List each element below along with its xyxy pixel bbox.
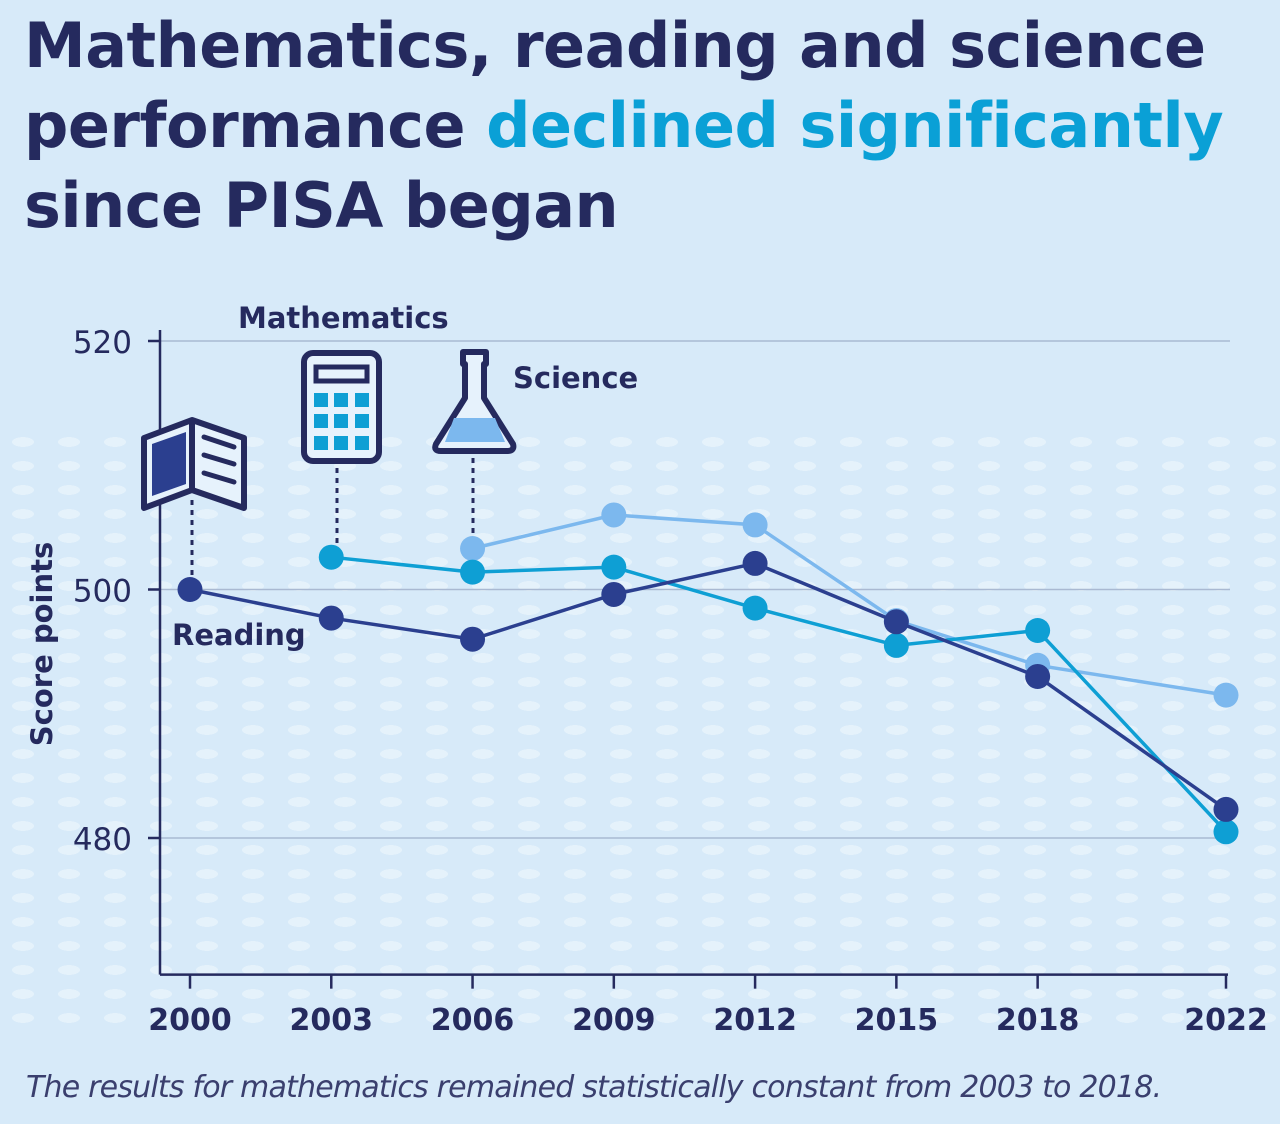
data-point-mathematics bbox=[318, 544, 344, 570]
data-point-science bbox=[1213, 682, 1239, 708]
footnote: The results for mathematics remained sta… bbox=[26, 1070, 1162, 1105]
series-label-mathematics: Mathematics bbox=[238, 301, 449, 335]
data-point-mathematics bbox=[1025, 618, 1051, 644]
data-point-reading bbox=[1213, 796, 1239, 822]
data-point-reading bbox=[1025, 663, 1051, 689]
data-point-reading bbox=[742, 550, 768, 576]
y-tick-label: 500 bbox=[73, 574, 132, 610]
calculator-icon bbox=[301, 350, 382, 464]
data-point-reading bbox=[883, 609, 909, 635]
open-book-icon bbox=[141, 417, 247, 511]
data-point-mathematics bbox=[601, 554, 627, 580]
data-point-reading bbox=[318, 605, 344, 631]
series-line-science bbox=[472, 513, 1227, 697]
data-point-science bbox=[601, 502, 627, 528]
icon-leader-lines bbox=[190, 458, 475, 578]
data-point-reading bbox=[177, 577, 203, 602]
x-tick-label: 2015 bbox=[855, 1003, 939, 1038]
data-point-reading bbox=[460, 626, 486, 652]
data-point-mathematics bbox=[1213, 819, 1239, 845]
title-part2: since PISA began bbox=[24, 169, 619, 242]
title-highlight: declined significantly bbox=[486, 89, 1224, 162]
y-tick-label: 480 bbox=[73, 822, 132, 858]
background-pattern bbox=[0, 430, 1280, 1030]
series-label-reading: Reading bbox=[172, 618, 306, 652]
data-point-mathematics bbox=[883, 632, 909, 658]
y-axis-label: Score points bbox=[25, 542, 59, 746]
x-tick-label: 2012 bbox=[713, 1003, 797, 1038]
flask-icon bbox=[432, 349, 517, 454]
x-tick-label: 2003 bbox=[290, 1003, 374, 1038]
data-point-mathematics bbox=[460, 559, 486, 585]
x-tick-label: 2009 bbox=[572, 1003, 656, 1038]
x-tick-label: 2006 bbox=[431, 1003, 515, 1038]
series-line-reading bbox=[189, 561, 1228, 811]
page-title: Mathematics, reading and science perform… bbox=[24, 6, 1264, 246]
title-part1: Mathematics, reading and science perform… bbox=[24, 9, 1206, 162]
data-point-mathematics bbox=[742, 595, 768, 621]
series-line-mathematics bbox=[331, 555, 1228, 833]
data-point-reading bbox=[601, 581, 627, 607]
y-tick-label: 520 bbox=[73, 325, 132, 361]
x-tick-label: 2018 bbox=[996, 1003, 1080, 1038]
x-tick-label: 2000 bbox=[148, 1003, 232, 1038]
series-label-science: Science bbox=[513, 361, 638, 395]
data-point-science bbox=[460, 535, 486, 561]
data-point-science bbox=[742, 512, 768, 538]
x-tick-label: 2022 bbox=[1184, 1003, 1268, 1038]
